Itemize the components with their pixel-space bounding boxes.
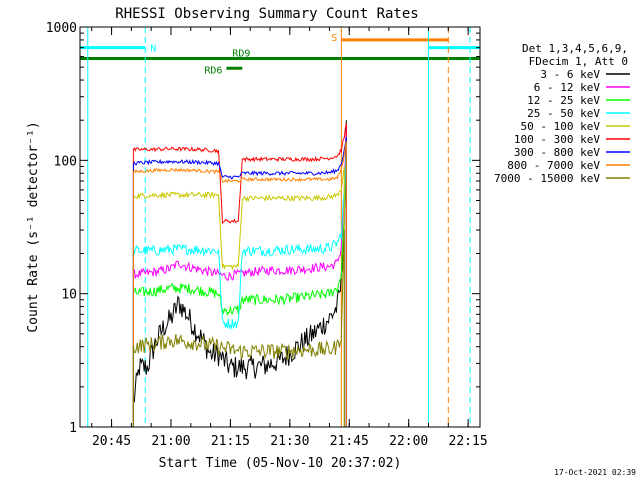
- legend-label-7000-15000-kev: 7000 - 15000 keV: [494, 172, 600, 185]
- chart-title: RHESSI Observing Summary Count Rates: [115, 6, 418, 22]
- y-tick-label-1000: 1000: [46, 21, 77, 36]
- legend-label-3-6-kev: 3 - 6 keV: [540, 68, 600, 81]
- series-layer: [132, 120, 347, 427]
- legend-label-25-50-kev: 25 - 50 keV: [527, 107, 600, 120]
- x-tick-label-20-45: 20:45: [92, 434, 131, 449]
- series-line-6-12-kev: [132, 126, 347, 427]
- x-tick-label-21-30: 21:30: [270, 434, 309, 449]
- x-tick-label-21-45: 21:45: [330, 434, 369, 449]
- plot-frame: [79, 26, 481, 428]
- series-line-7000-15000-kev: [132, 230, 345, 427]
- flag-label-rd9: RD9: [232, 49, 250, 60]
- vertical-lines-layer: [87, 27, 471, 427]
- x-tick-label-21-15: 21:15: [211, 434, 250, 449]
- legend-label-800-7000-kev: 800 - 7000 keV: [507, 159, 600, 172]
- y-axis-label: Count Rate (s⁻¹ detector⁻¹): [26, 121, 41, 332]
- flag-label-n: N: [150, 44, 156, 55]
- legend-label-6-12-kev: 6 - 12 keV: [534, 81, 601, 94]
- x-tick-label-22-15: 22:15: [449, 434, 488, 449]
- series-line-25-50-kev: [132, 149, 347, 427]
- legend-header-0: Det 1,3,4,5,6,9,: [522, 42, 628, 55]
- x-axis-label: Start Time (05-Nov-10 20:37:02): [159, 456, 402, 471]
- flag-bars-layer: N S RD9 RD6: [80, 33, 480, 76]
- flag-label-rd6: RD6: [204, 65, 222, 76]
- legend-label-100-300-kev: 100 - 300 keV: [514, 133, 600, 146]
- legend: Det 1,3,4,5,6,9,FDecim 1, Att 03 - 6 keV…: [494, 42, 630, 185]
- legend-header-1: FDecim 1, Att 0: [529, 55, 628, 68]
- series-line-50-100-kev: [132, 166, 345, 427]
- series-line-3-6-kev: [132, 120, 347, 427]
- x-tick-label-22-00: 22:00: [389, 434, 428, 449]
- y-tick-label-10: 10: [61, 288, 77, 303]
- x-tick-label-21-00: 21:00: [151, 434, 190, 449]
- legend-label-12-25-kev: 12 - 25 keV: [527, 94, 600, 107]
- flag-label-s: S: [331, 33, 337, 44]
- legend-label-50-100-kev: 50 - 100 keV: [521, 120, 601, 133]
- axes-layer: 1 10 100 1000 20:45 21:00 21:15 21:30 21:45 22:00…: [46, 21, 488, 449]
- series-line-300-800-kev: [132, 136, 347, 427]
- y-tick-label-100: 100: [54, 154, 77, 169]
- footer-date: 17-Oct-2021 02:39: [554, 468, 636, 477]
- series-line-800-7000-kev: [132, 140, 347, 427]
- y-tick-label-1: 1: [69, 421, 77, 436]
- legend-label-300-800-kev: 300 - 800 keV: [514, 146, 600, 159]
- series-line-100-300-kev: [132, 123, 347, 427]
